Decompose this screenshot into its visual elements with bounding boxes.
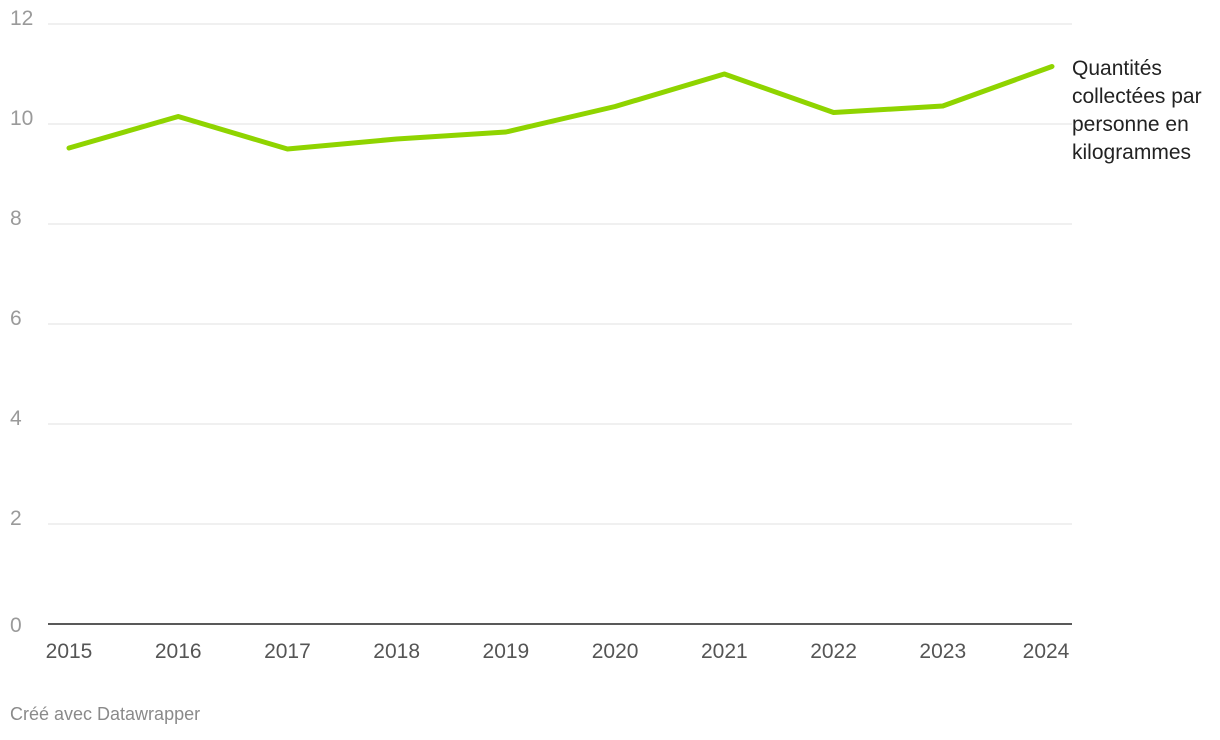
x-axis: 2015 2016 2017 2018 2019 2020 2021 2022 2023 2024 [46, 640, 1070, 663]
series-group [66, 64, 1055, 152]
y-tick-label: 12 [10, 7, 33, 30]
x-tick-label: 2017 [264, 640, 311, 663]
y-tick-label: 8 [10, 207, 22, 230]
y-axis: 0 2 4 6 8 10 12 [10, 7, 33, 637]
y-tick-label: 6 [10, 307, 22, 330]
y-tick-label: 4 [10, 407, 22, 430]
x-tick-label: 2021 [701, 640, 748, 663]
y-tick-label: 2 [10, 507, 22, 530]
y-tick-label: 10 [10, 107, 33, 130]
x-tick-label: 2023 [919, 640, 966, 663]
x-tick-label: 2018 [373, 640, 420, 663]
series-label: Quantités collectées par personne en kil… [1072, 57, 1202, 164]
y-tick-label: 0 [10, 614, 22, 637]
x-tick-label: 2016 [155, 640, 202, 663]
grid-lines [48, 23, 1072, 525]
footer-credit: Créé avec Datawrapper [10, 704, 201, 724]
x-tick-label: 2015 [46, 640, 93, 663]
series-line [66, 64, 1055, 152]
x-tick-label: 2020 [592, 640, 639, 663]
x-tick-label: 2022 [810, 640, 857, 663]
x-tick-label: 2024 [1023, 640, 1070, 663]
x-tick-label: 2019 [483, 640, 530, 663]
